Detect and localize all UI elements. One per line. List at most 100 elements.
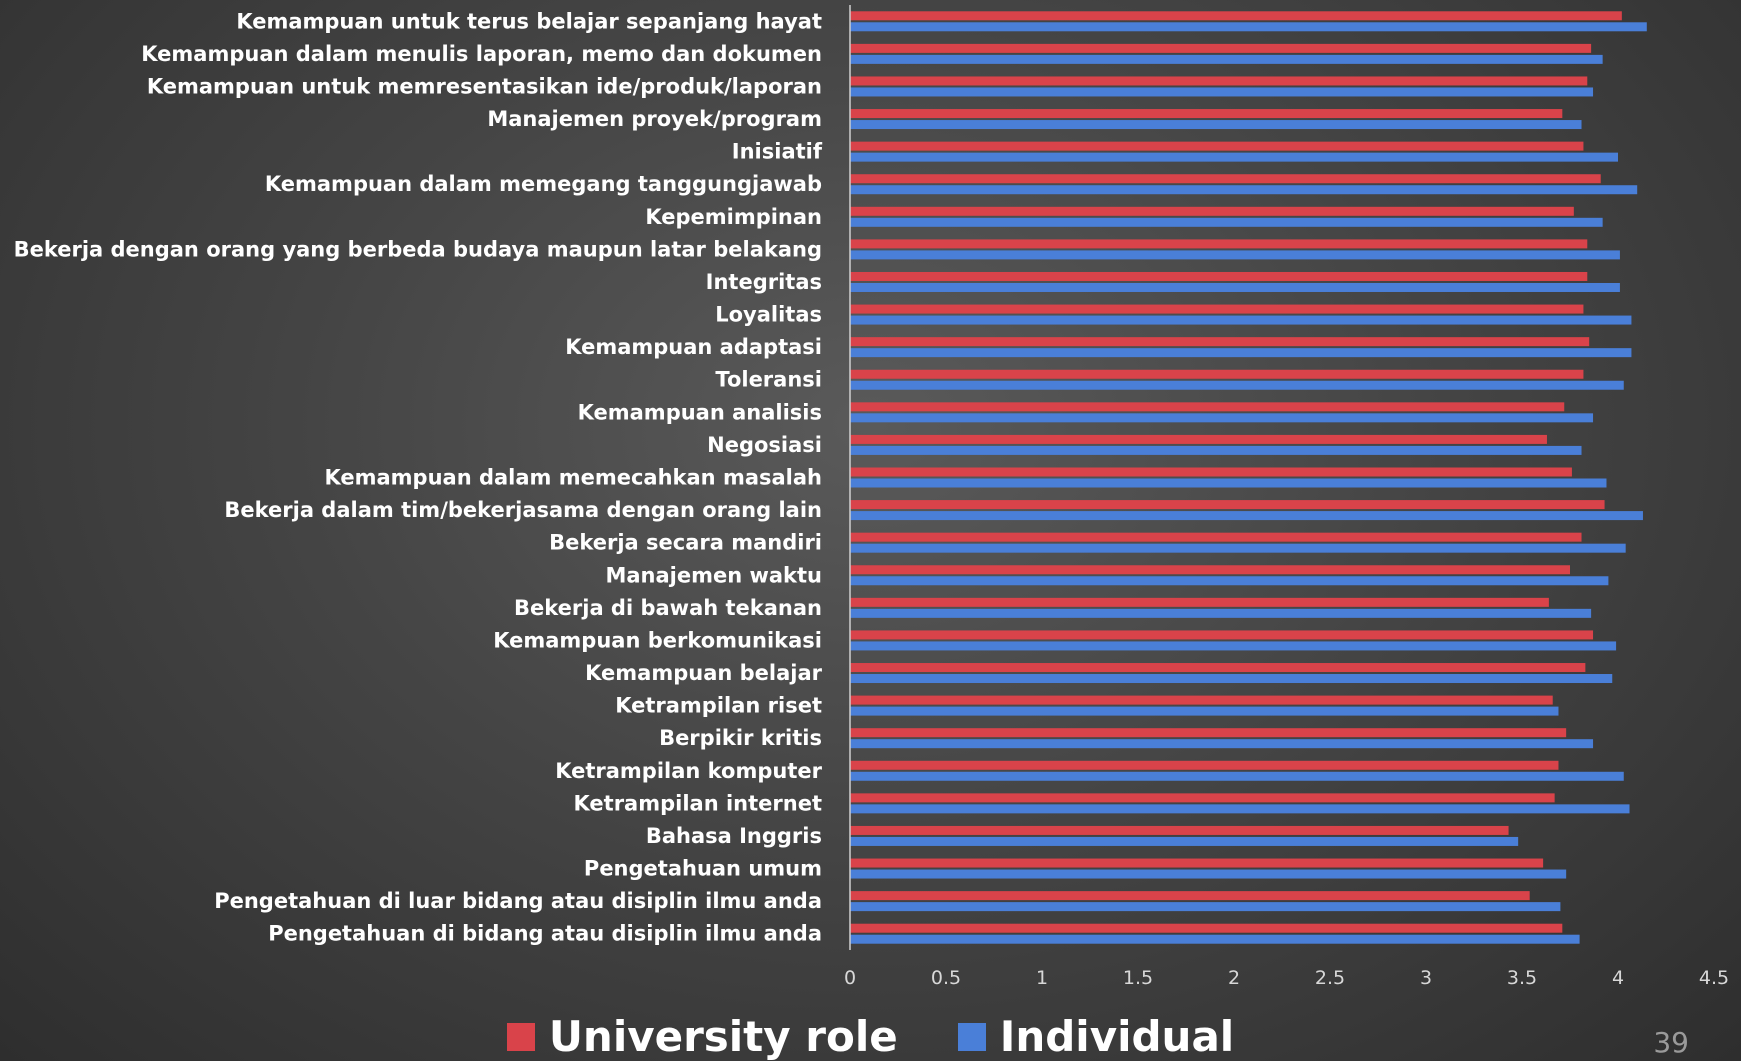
page-number: 39 — [1653, 1026, 1689, 1059]
x-tick-label: 0.5 — [931, 967, 961, 989]
bar-individual — [850, 413, 1594, 423]
bar-individual — [850, 445, 1582, 455]
bar-university-role — [850, 467, 1572, 477]
bar-individual — [850, 185, 1638, 195]
category-label: Bekerja di bawah tekanan — [514, 596, 822, 620]
category-label: Inisiatif — [732, 140, 823, 164]
bar-individual — [850, 22, 1647, 32]
category-label: Kepemimpinan — [645, 205, 822, 229]
category-label: Manajemen proyek/program — [487, 107, 822, 131]
bar-university-role — [850, 923, 1563, 933]
category-labels: Kemampuan untuk terus belajar sepanjang … — [14, 9, 823, 945]
bar-university-role — [850, 402, 1565, 412]
x-axis-ticks: 0 0.5 1 1.5 2 2.5 3 3.5 4 4.5 — [844, 967, 1729, 989]
bar-university-role — [850, 695, 1553, 705]
bar-individual — [850, 511, 1643, 521]
bar-individual — [850, 282, 1620, 292]
legend-label: University role — [548, 1012, 898, 1061]
bar-university-role — [850, 434, 1547, 444]
bar-university-role — [850, 500, 1605, 510]
bar-individual — [850, 380, 1624, 390]
bar-university-role — [850, 304, 1584, 314]
bar-university-role — [850, 597, 1549, 607]
legend-swatch-university-role — [506, 1022, 535, 1051]
category-label: Bekerja dalam tim/bekerjasama dengan ora… — [224, 498, 822, 522]
bar-university-role — [850, 76, 1588, 86]
legend: University role Individual — [0, 1012, 1741, 1061]
x-tick-label: 1 — [1036, 967, 1048, 989]
bar-individual — [850, 250, 1620, 260]
bar-university-role — [850, 565, 1570, 575]
category-label: Kemampuan analisis — [578, 400, 822, 424]
bar-university-role — [850, 891, 1530, 901]
bar-individual — [850, 836, 1519, 846]
bar-individual — [850, 120, 1582, 130]
x-tick-label: 4 — [1612, 967, 1624, 989]
category-label: Bekerja secara mandiri — [549, 531, 822, 555]
category-label: Ketrampilan riset — [615, 694, 822, 718]
bar-university-role — [850, 760, 1559, 770]
bar-individual — [850, 348, 1632, 358]
category-label: Ketrampilan internet — [574, 791, 822, 815]
bar-university-role — [850, 858, 1544, 868]
category-label: Bahasa Inggris — [646, 824, 822, 848]
bar-individual — [850, 54, 1603, 64]
bar-individual — [850, 543, 1626, 553]
legend-label: Individual — [999, 1012, 1235, 1061]
bar-individual — [850, 869, 1567, 879]
bar-university-role — [850, 337, 1590, 347]
legend-item-university-role: University role — [506, 1012, 898, 1061]
bar-university-role — [850, 271, 1588, 281]
x-tick-label: 3 — [1420, 967, 1432, 989]
category-label: Kemampuan dalam menulis laporan, memo da… — [141, 42, 822, 66]
category-label: Kemampuan dalam memegang tanggungjawab — [265, 172, 822, 196]
bar-individual — [850, 934, 1580, 944]
bar-university-role — [850, 206, 1574, 216]
bar-individual — [850, 739, 1594, 749]
bar-university-role — [850, 793, 1555, 803]
bar-individual — [850, 217, 1603, 227]
legend-swatch-individual — [957, 1022, 986, 1051]
category-label: Pengetahuan di luar bidang atau disiplin… — [214, 889, 822, 913]
category-label: Kemampuan dalam memecahkan masalah — [324, 466, 822, 490]
category-label: Bekerja dengan orang yang berbeda budaya… — [14, 237, 822, 261]
category-label: Kemampuan untuk memresentasikan ide/prod… — [147, 74, 822, 98]
bar-university-role — [850, 825, 1509, 835]
bar-university-role — [850, 141, 1584, 151]
category-label: Manajemen waktu — [605, 563, 822, 587]
x-tick-label: 0 — [844, 967, 856, 989]
bar-university-role — [850, 663, 1586, 673]
bar-university-role — [850, 174, 1601, 184]
category-label: Toleransi — [715, 368, 822, 392]
bar-individual — [850, 804, 1630, 814]
x-tick-label: 4.5 — [1699, 967, 1729, 989]
x-tick-label: 2 — [1228, 967, 1240, 989]
x-tick-label: 2.5 — [1315, 967, 1345, 989]
category-label: Pengetahuan umum — [584, 857, 822, 881]
category-label: Kemampuan belajar — [585, 661, 823, 685]
x-tick-label: 1.5 — [1123, 967, 1153, 989]
category-label: Loyalitas — [715, 303, 822, 327]
category-label: Negosiasi — [707, 433, 822, 457]
bar-individual — [850, 152, 1618, 162]
bar-university-role — [850, 11, 1622, 21]
category-label: Kemampuan berkomunikasi — [493, 628, 822, 652]
bar-individual — [850, 706, 1559, 716]
bar-individual — [850, 315, 1632, 325]
bar-individual — [850, 608, 1592, 618]
bar-individual — [850, 674, 1613, 684]
bar-university-role — [850, 109, 1563, 119]
category-label: Pengetahuan di bidang atau disiplin ilmu… — [268, 922, 822, 946]
category-label: Kemampuan untuk terus belajar sepanjang … — [236, 9, 822, 33]
bar-university-role — [850, 369, 1584, 379]
bar-individual — [850, 478, 1607, 488]
category-label: Berpikir kritis — [659, 726, 822, 750]
bar-university-role — [850, 43, 1592, 53]
bar-individual — [850, 641, 1617, 651]
x-tick-label: 3.5 — [1507, 967, 1537, 989]
bar-university-role — [850, 630, 1594, 640]
bar-individual — [850, 902, 1561, 912]
category-label: Kemampuan adaptasi — [565, 335, 822, 359]
bar-chart: Kemampuan untuk terus belajar sepanjang … — [14, 5, 1730, 989]
